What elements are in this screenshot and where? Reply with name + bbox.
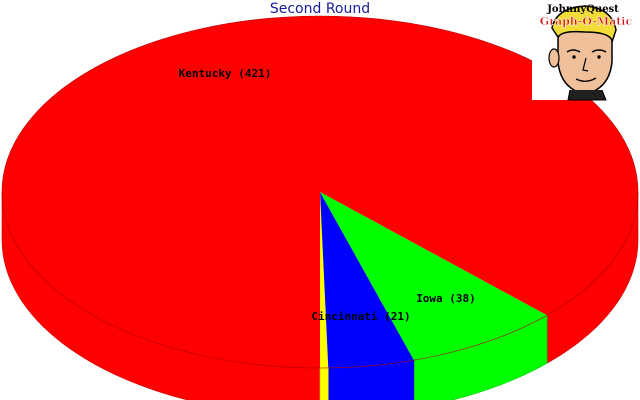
pie-labels: Kentucky (421) Iowa (38) Cincinnati (21) [179, 67, 476, 323]
pie-3d-sides [1, 191, 639, 400]
pie-slice-other [320, 192, 329, 368]
pie-side-other [319, 367, 329, 400]
logo-line-2: Graph-O-Matic [540, 15, 633, 28]
pie-slice-kentucky [2, 16, 639, 368]
slice-label-kentucky: Kentucky (421) [179, 67, 272, 80]
pie-slice-cincinnati [320, 192, 414, 368]
cartoon-face-icon [548, 5, 617, 101]
slice-label-cincinnati: Cincinnati (21) [311, 310, 410, 323]
slice-label-iowa: Iowa (38) [416, 292, 476, 305]
pie-top-face [1, 15, 639, 369]
pie-slice-iowa [320, 192, 548, 361]
graph-o-matic-logo: JohnnyQuest Graph-O-Matic [532, 0, 640, 101]
logo-line-1: JohnnyQuest [546, 4, 619, 15]
chart-title: Second Round [270, 1, 370, 17]
pie-rim [1, 15, 639, 369]
